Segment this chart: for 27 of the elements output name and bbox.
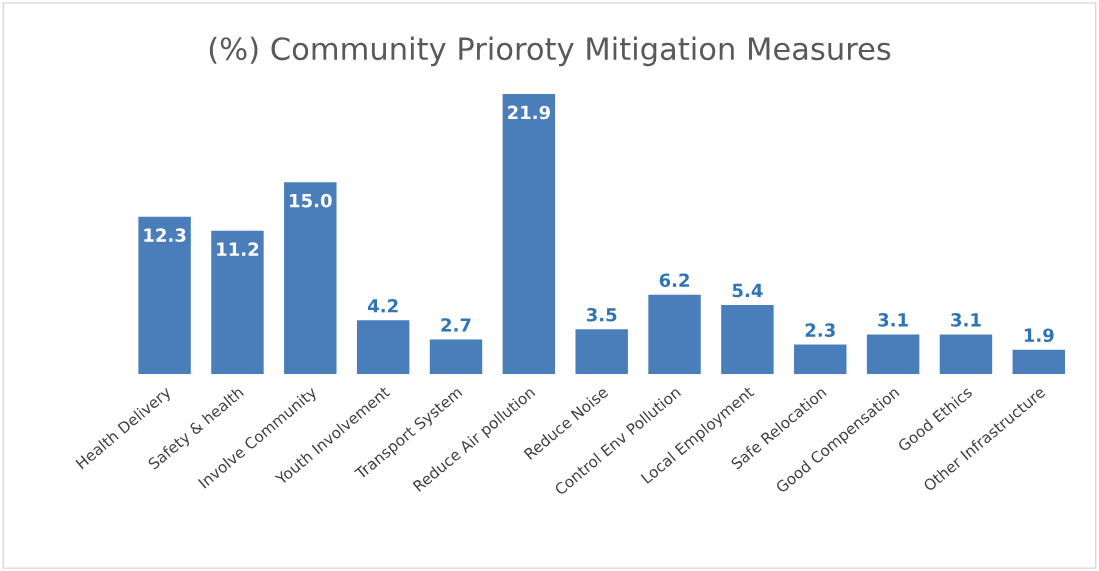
- data-label: 2.3: [805, 323, 835, 337]
- data-label: 12.3: [144, 228, 186, 242]
- bar: [794, 344, 847, 375]
- bar: [138, 216, 191, 375]
- data-label: 3.1: [878, 313, 908, 327]
- bar: [502, 94, 556, 375]
- bar: [575, 329, 628, 375]
- data-label: 2.7: [441, 318, 471, 332]
- data-label: 15.0: [290, 193, 332, 208]
- bar: [648, 294, 701, 375]
- bar: [939, 334, 993, 375]
- bar: [721, 304, 774, 375]
- bar: [429, 339, 483, 375]
- data-label: 6.2: [659, 273, 689, 288]
- bar: [356, 320, 410, 375]
- chart-title: (%) Community Prioroty Mitigation Measures: [209, 36, 891, 67]
- bar: [284, 182, 337, 375]
- data-label: 21.9: [508, 105, 550, 120]
- data-label: 3.1: [951, 313, 981, 327]
- bar: [211, 230, 264, 375]
- data-label: 3.5: [586, 307, 617, 322]
- data-label: 5.4: [732, 283, 763, 298]
- bar: [866, 334, 920, 375]
- data-label: 1.9: [1024, 328, 1054, 343]
- data-label: 11.2: [217, 242, 259, 256]
- bar: [1012, 349, 1066, 375]
- data-label: 4.2: [367, 298, 398, 313]
